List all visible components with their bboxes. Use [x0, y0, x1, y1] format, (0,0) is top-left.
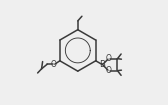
Text: O: O [106, 54, 112, 63]
Text: O: O [51, 60, 57, 69]
Text: O: O [106, 66, 112, 75]
Text: B: B [99, 60, 105, 69]
